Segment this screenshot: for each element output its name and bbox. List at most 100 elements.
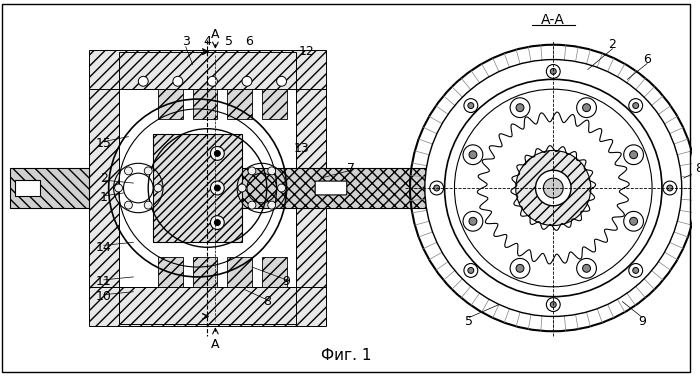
- Bar: [262, 89, 286, 119]
- Circle shape: [469, 217, 477, 225]
- Text: 7: 7: [346, 162, 355, 175]
- Text: 8: 8: [696, 162, 700, 175]
- Circle shape: [267, 201, 276, 209]
- Circle shape: [582, 104, 591, 112]
- Bar: [158, 89, 183, 119]
- Circle shape: [633, 103, 638, 109]
- Circle shape: [516, 264, 524, 272]
- Circle shape: [276, 76, 286, 86]
- Circle shape: [547, 298, 560, 311]
- Text: 1: 1: [100, 191, 108, 205]
- Circle shape: [211, 181, 224, 195]
- Circle shape: [248, 167, 256, 175]
- Bar: [296, 89, 326, 287]
- Circle shape: [267, 167, 276, 175]
- Circle shape: [510, 258, 530, 278]
- Bar: [193, 89, 218, 119]
- Text: 5: 5: [225, 35, 233, 48]
- Circle shape: [434, 185, 440, 191]
- Circle shape: [629, 99, 643, 112]
- Circle shape: [550, 302, 556, 308]
- Circle shape: [173, 76, 183, 86]
- Circle shape: [464, 264, 478, 277]
- Bar: [118, 52, 296, 89]
- Text: 8: 8: [262, 295, 271, 308]
- Text: 13: 13: [293, 142, 309, 155]
- Circle shape: [516, 104, 524, 112]
- Bar: [262, 257, 286, 287]
- Circle shape: [242, 76, 252, 86]
- Text: 12: 12: [298, 45, 314, 58]
- Bar: [188, 168, 454, 208]
- Circle shape: [624, 211, 643, 231]
- Circle shape: [624, 145, 643, 165]
- Circle shape: [468, 267, 474, 273]
- Text: 9: 9: [283, 275, 290, 288]
- Text: 2: 2: [608, 38, 617, 51]
- Circle shape: [510, 98, 530, 118]
- Bar: [193, 257, 218, 287]
- Wedge shape: [225, 205, 232, 213]
- Text: 6: 6: [643, 53, 651, 66]
- Text: 3: 3: [182, 35, 190, 48]
- Text: 4: 4: [204, 35, 211, 48]
- Circle shape: [577, 258, 596, 278]
- Text: 6: 6: [245, 35, 253, 48]
- Polygon shape: [153, 133, 242, 243]
- Circle shape: [248, 201, 256, 209]
- Circle shape: [468, 103, 474, 109]
- Circle shape: [238, 184, 246, 192]
- Text: А: А: [211, 338, 220, 350]
- Circle shape: [464, 99, 478, 112]
- Text: А: А: [211, 28, 220, 41]
- Bar: [10, 168, 89, 208]
- Circle shape: [207, 76, 218, 86]
- Text: Фиг. 1: Фиг. 1: [321, 349, 371, 364]
- Circle shape: [582, 264, 591, 272]
- Bar: [89, 287, 326, 326]
- Circle shape: [550, 68, 556, 74]
- Text: 15: 15: [96, 137, 112, 150]
- Circle shape: [463, 145, 483, 165]
- Text: 5: 5: [466, 315, 473, 328]
- Circle shape: [667, 185, 673, 191]
- Text: 9: 9: [638, 315, 646, 328]
- Wedge shape: [183, 205, 190, 213]
- Circle shape: [577, 98, 596, 118]
- Circle shape: [278, 184, 286, 192]
- Circle shape: [211, 216, 224, 229]
- Circle shape: [516, 150, 591, 226]
- Bar: [228, 89, 252, 119]
- Circle shape: [214, 220, 220, 226]
- Bar: [89, 50, 326, 89]
- Circle shape: [430, 181, 444, 195]
- Circle shape: [144, 201, 152, 209]
- Circle shape: [115, 184, 122, 192]
- Circle shape: [211, 147, 224, 160]
- Circle shape: [125, 201, 132, 209]
- Text: А-А: А-А: [541, 13, 565, 27]
- Bar: [15, 180, 39, 196]
- FancyBboxPatch shape: [315, 181, 346, 195]
- Text: 2: 2: [100, 171, 108, 185]
- Text: 11: 11: [96, 275, 111, 288]
- Circle shape: [463, 211, 483, 231]
- Bar: [228, 257, 252, 287]
- Circle shape: [425, 59, 682, 317]
- Bar: [89, 89, 118, 287]
- Circle shape: [125, 167, 132, 175]
- Circle shape: [144, 167, 152, 175]
- Bar: [118, 287, 296, 324]
- Circle shape: [663, 181, 677, 195]
- Text: 14: 14: [96, 241, 111, 254]
- Circle shape: [214, 185, 220, 191]
- Circle shape: [154, 184, 162, 192]
- Circle shape: [536, 170, 571, 206]
- Wedge shape: [183, 163, 190, 171]
- Circle shape: [629, 264, 643, 277]
- Circle shape: [629, 151, 638, 159]
- Circle shape: [139, 76, 148, 86]
- Circle shape: [214, 150, 220, 156]
- Circle shape: [629, 217, 638, 225]
- Circle shape: [469, 151, 477, 159]
